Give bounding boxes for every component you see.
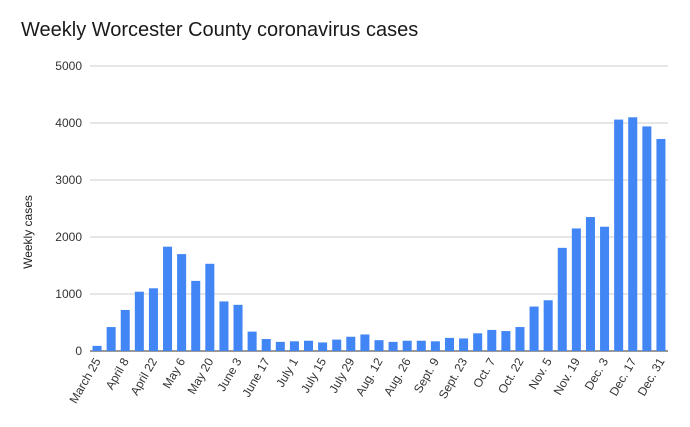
y-tick-label: 4000: [55, 116, 82, 130]
x-tick-label: July 15: [298, 355, 329, 395]
bar: [459, 338, 469, 351]
bar: [529, 306, 539, 351]
bar: [543, 300, 553, 351]
bar: [219, 301, 229, 351]
bar: [374, 340, 384, 351]
bar: [289, 341, 299, 351]
x-tick-label: Oct. 7: [470, 355, 498, 390]
bar: [600, 226, 610, 351]
bar: [571, 228, 581, 351]
bar: [134, 291, 144, 351]
bar: [332, 339, 342, 351]
x-tick-label: June 17: [239, 355, 273, 399]
bar: [416, 340, 426, 351]
y-tick-label: 3000: [55, 173, 82, 187]
x-tick-label: Nov. 5: [526, 355, 555, 392]
x-tick-label: May 6: [160, 355, 189, 391]
x-tick-label: April 8: [103, 355, 132, 392]
x-tick-label: Oct. 22: [495, 355, 527, 396]
bar: [205, 263, 215, 351]
x-tick-label: March 25: [67, 355, 104, 406]
bar: [120, 309, 130, 351]
bar: [402, 340, 412, 351]
bar: [275, 341, 285, 351]
y-tick-label: 1000: [55, 287, 82, 301]
x-tick-label: May 20: [185, 355, 217, 396]
x-tick-label: April 22: [128, 355, 161, 398]
x-tick-label: Dec. 31: [635, 355, 668, 398]
bar: [444, 337, 454, 351]
y-axis-title: Weekly cases: [21, 195, 35, 269]
x-tick-label: July 1: [273, 355, 301, 389]
bar: [501, 331, 511, 351]
x-tick-label: June 3: [214, 355, 244, 393]
bar: [304, 340, 314, 351]
y-tick-label: 5000: [55, 59, 82, 73]
bar: [92, 345, 102, 351]
chart-title: Weekly Worcester County coronavirus case…: [21, 19, 419, 41]
bar: [473, 333, 483, 351]
x-tick-label: Nov. 19: [551, 355, 584, 397]
bar: [642, 126, 652, 351]
bar: [656, 138, 666, 351]
bar: [557, 247, 567, 351]
bar: [388, 341, 398, 351]
bar: [360, 334, 370, 351]
bar: [515, 327, 525, 351]
bar: [585, 217, 595, 351]
bars: [92, 117, 666, 351]
bar: [148, 288, 158, 351]
bar: [628, 117, 638, 351]
bar: [191, 280, 201, 351]
bar: [614, 119, 624, 351]
bar: [261, 339, 271, 351]
bar: [487, 329, 497, 351]
bar: [163, 246, 173, 351]
y-tick-label: 0: [75, 344, 82, 358]
bar: [177, 254, 187, 351]
y-tick-labels: 0 1000 2000 3000 4000 5000: [55, 59, 82, 358]
bar: [430, 341, 440, 351]
x-tick-label: Dec. 3: [582, 355, 612, 392]
bar: [346, 336, 356, 351]
bar: [318, 342, 328, 351]
y-tick-label: 2000: [55, 230, 82, 244]
bar: [106, 327, 116, 351]
bar: [233, 304, 243, 351]
x-tick-label: Aug. 26: [381, 355, 414, 398]
gridlines: [90, 65, 668, 352]
bar: [247, 331, 257, 351]
